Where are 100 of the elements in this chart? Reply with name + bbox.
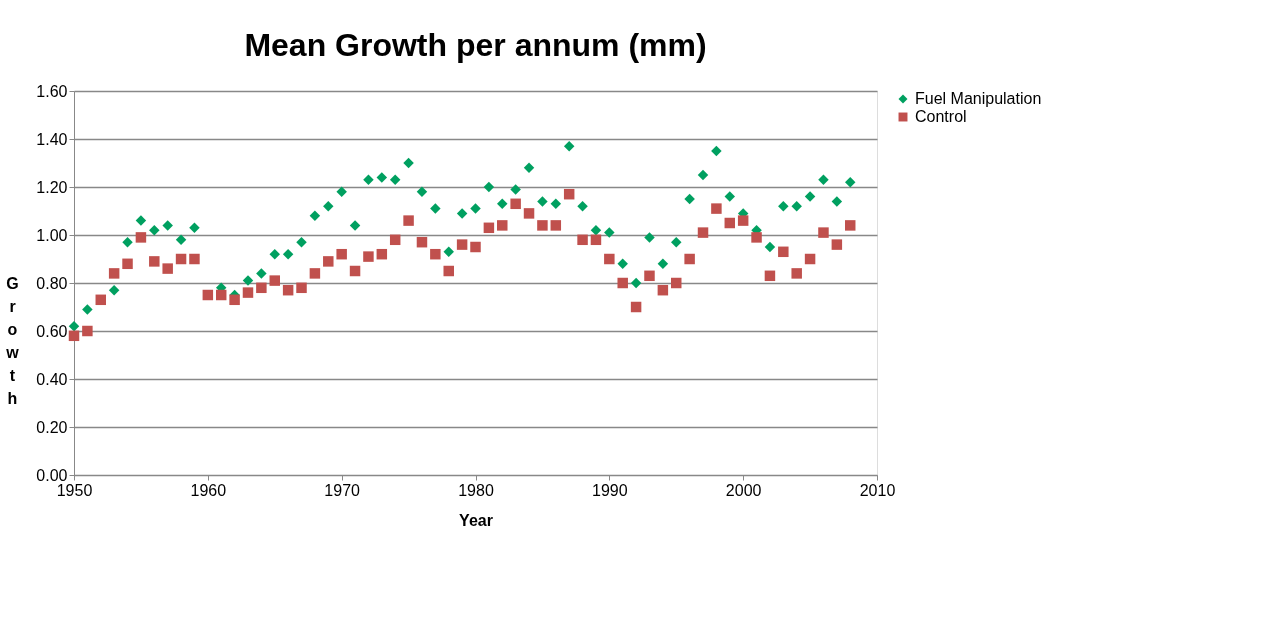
point [363, 174, 374, 186]
point [336, 248, 347, 260]
x-tick-label: 1950 [56, 481, 93, 499]
x-tick-label: 2000 [725, 481, 762, 499]
point [108, 284, 120, 296]
point [711, 203, 722, 214]
point [537, 220, 548, 231]
y-tick-label: 0.40 [36, 370, 68, 388]
x-tick-label: 1980 [458, 481, 494, 499]
point [644, 232, 655, 243]
point [497, 220, 508, 231]
point [68, 320, 80, 332]
point [510, 198, 521, 210]
point [577, 234, 588, 246]
point [577, 200, 588, 212]
point [282, 248, 294, 260]
y-tick-label: 0.80 [36, 274, 68, 292]
point [376, 172, 388, 183]
x-tick-label: 1970 [324, 481, 361, 499]
chart-title: Mean Growth per annum (mm) [244, 27, 707, 63]
point [242, 275, 254, 286]
point [644, 270, 655, 282]
point [309, 268, 321, 279]
point [323, 200, 334, 212]
point [684, 253, 695, 265]
y-tick-label: 1.40 [36, 130, 68, 148]
y-tick-label: 1.60 [36, 82, 68, 100]
point [456, 208, 468, 219]
point [804, 253, 816, 265]
point [336, 186, 347, 198]
point [550, 220, 562, 231]
point [323, 256, 334, 267]
point [430, 248, 441, 260]
point [590, 224, 602, 236]
point [550, 198, 562, 210]
y-tick-label: 1.00 [36, 226, 68, 244]
point [791, 268, 802, 279]
x-tick-label: 1960 [190, 481, 227, 499]
point [523, 162, 535, 174]
legend-label: Fuel Manipulation [915, 90, 1042, 107]
point [470, 203, 481, 214]
point [376, 248, 388, 260]
y-axis-title: Growth [5, 274, 20, 407]
y-tick-label: 1.20 [36, 178, 68, 196]
point [175, 234, 187, 246]
y-tick-label: 0.60 [36, 322, 68, 340]
point [724, 191, 736, 202]
point [510, 184, 521, 195]
point [483, 222, 495, 234]
point [778, 246, 789, 258]
point [282, 284, 294, 296]
point [537, 196, 548, 207]
point [175, 253, 187, 265]
point [443, 265, 454, 277]
point [189, 253, 200, 265]
point [242, 287, 254, 298]
point [68, 330, 80, 342]
point [497, 198, 508, 210]
point [697, 227, 709, 238]
point [818, 174, 829, 186]
y-tick-label: 0.00 [36, 466, 68, 484]
point [215, 289, 227, 301]
point [671, 236, 682, 248]
x-tick-label: 2010 [859, 481, 896, 499]
point [229, 294, 240, 306]
point [82, 304, 93, 315]
point [657, 284, 669, 296]
x-tick-label: 1990 [592, 481, 628, 499]
point [149, 256, 160, 267]
point [122, 258, 133, 270]
point [764, 270, 776, 282]
point [309, 210, 321, 222]
point [711, 145, 722, 157]
point [162, 220, 173, 231]
point [630, 301, 642, 313]
point [630, 277, 642, 289]
point [764, 241, 776, 253]
point [149, 224, 160, 236]
point [256, 282, 267, 294]
point [162, 263, 173, 274]
point [430, 203, 441, 214]
point [483, 181, 495, 193]
point [135, 232, 147, 243]
point [135, 215, 147, 226]
x-axis-title: Year [459, 511, 493, 529]
point [108, 268, 120, 279]
point [523, 208, 535, 219]
point [604, 227, 615, 238]
point [416, 186, 428, 198]
point [403, 157, 414, 169]
point [470, 241, 481, 253]
point [751, 232, 762, 243]
point [590, 234, 602, 246]
point [122, 236, 133, 248]
point [844, 220, 856, 231]
point [831, 239, 843, 250]
point [684, 193, 695, 205]
point [657, 258, 669, 270]
point [403, 215, 414, 226]
point [349, 265, 361, 277]
